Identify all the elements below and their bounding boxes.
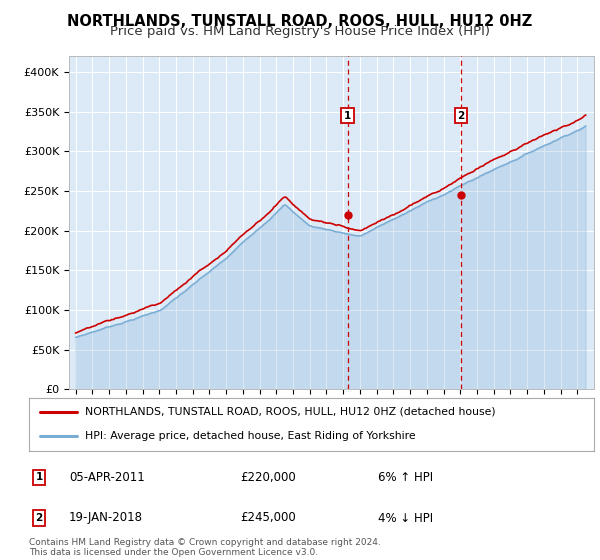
Text: NORTHLANDS, TUNSTALL ROAD, ROOS, HULL, HU12 0HZ (detached house): NORTHLANDS, TUNSTALL ROAD, ROOS, HULL, H… — [85, 407, 496, 417]
Text: 19-JAN-2018: 19-JAN-2018 — [69, 511, 143, 525]
Text: Price paid vs. HM Land Registry's House Price Index (HPI): Price paid vs. HM Land Registry's House … — [110, 25, 490, 38]
Text: £245,000: £245,000 — [240, 511, 296, 525]
Text: Contains HM Land Registry data © Crown copyright and database right 2024.
This d: Contains HM Land Registry data © Crown c… — [29, 538, 380, 557]
Text: 1: 1 — [344, 110, 352, 120]
Text: £220,000: £220,000 — [240, 470, 296, 484]
Text: 2: 2 — [457, 110, 465, 120]
Text: 05-APR-2011: 05-APR-2011 — [69, 470, 145, 484]
Text: 2: 2 — [35, 513, 43, 523]
Text: 4% ↓ HPI: 4% ↓ HPI — [378, 511, 433, 525]
Text: HPI: Average price, detached house, East Riding of Yorkshire: HPI: Average price, detached house, East… — [85, 431, 416, 441]
Text: NORTHLANDS, TUNSTALL ROAD, ROOS, HULL, HU12 0HZ: NORTHLANDS, TUNSTALL ROAD, ROOS, HULL, H… — [67, 14, 533, 29]
Text: 6% ↑ HPI: 6% ↑ HPI — [378, 470, 433, 484]
Text: 1: 1 — [35, 472, 43, 482]
